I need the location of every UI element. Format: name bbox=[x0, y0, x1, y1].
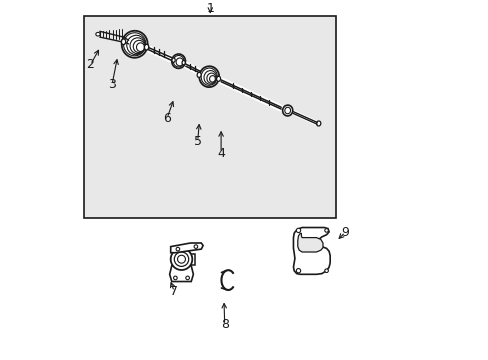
Ellipse shape bbox=[136, 43, 144, 51]
Ellipse shape bbox=[96, 32, 100, 36]
Ellipse shape bbox=[121, 39, 125, 45]
Text: 3: 3 bbox=[108, 78, 116, 91]
Polygon shape bbox=[191, 254, 194, 265]
Text: 2: 2 bbox=[86, 58, 94, 71]
Text: 1: 1 bbox=[206, 3, 214, 15]
Polygon shape bbox=[170, 243, 203, 253]
Text: 8: 8 bbox=[220, 318, 228, 331]
Ellipse shape bbox=[170, 248, 192, 270]
Ellipse shape bbox=[177, 255, 185, 263]
Text: 4: 4 bbox=[217, 147, 224, 159]
Ellipse shape bbox=[122, 31, 147, 58]
Polygon shape bbox=[169, 266, 193, 282]
Ellipse shape bbox=[185, 276, 189, 280]
Ellipse shape bbox=[144, 44, 148, 50]
Ellipse shape bbox=[172, 58, 175, 62]
Ellipse shape bbox=[173, 276, 177, 280]
Ellipse shape bbox=[126, 35, 145, 55]
Ellipse shape bbox=[284, 107, 290, 114]
Ellipse shape bbox=[133, 40, 144, 53]
Ellipse shape bbox=[197, 72, 201, 77]
Bar bbox=[84, 16, 336, 218]
Ellipse shape bbox=[316, 121, 320, 126]
Ellipse shape bbox=[174, 252, 188, 266]
Ellipse shape bbox=[209, 76, 215, 82]
Text: 9: 9 bbox=[341, 226, 348, 239]
Ellipse shape bbox=[199, 66, 219, 87]
Ellipse shape bbox=[324, 269, 328, 273]
Ellipse shape bbox=[216, 76, 220, 81]
Text: 7: 7 bbox=[170, 285, 178, 298]
Ellipse shape bbox=[296, 228, 300, 233]
Ellipse shape bbox=[206, 73, 215, 83]
Polygon shape bbox=[293, 228, 329, 274]
Ellipse shape bbox=[203, 71, 216, 84]
Ellipse shape bbox=[176, 247, 179, 251]
Ellipse shape bbox=[171, 54, 185, 68]
Ellipse shape bbox=[201, 68, 217, 85]
Text: 5: 5 bbox=[193, 135, 201, 148]
Ellipse shape bbox=[173, 55, 183, 67]
Ellipse shape bbox=[324, 229, 328, 232]
Ellipse shape bbox=[296, 269, 300, 273]
Ellipse shape bbox=[194, 245, 197, 248]
Ellipse shape bbox=[182, 60, 185, 65]
Ellipse shape bbox=[123, 33, 145, 56]
Ellipse shape bbox=[282, 105, 292, 116]
Polygon shape bbox=[297, 233, 322, 252]
Ellipse shape bbox=[176, 58, 183, 66]
Ellipse shape bbox=[130, 38, 145, 54]
Text: 6: 6 bbox=[163, 112, 171, 125]
